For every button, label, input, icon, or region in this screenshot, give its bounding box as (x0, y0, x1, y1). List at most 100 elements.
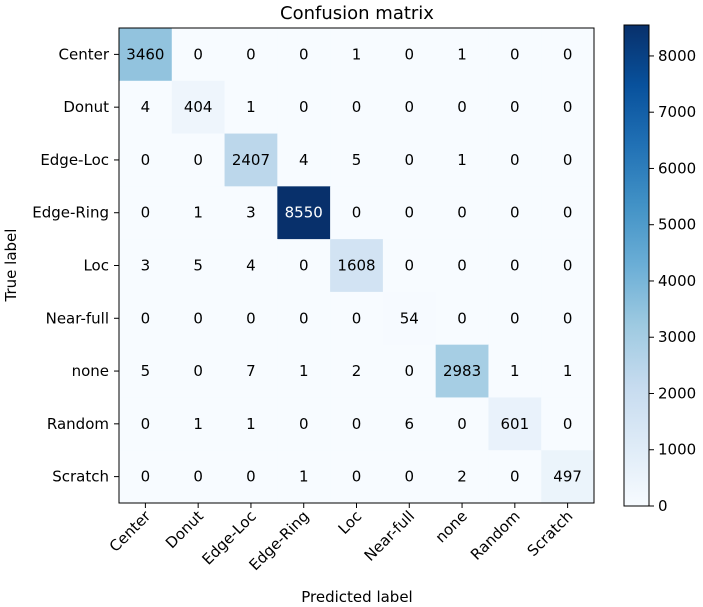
cell-value-label: 4 (141, 98, 151, 116)
colorbar (623, 24, 650, 507)
y-tick-label: Center (59, 45, 110, 63)
heatmap-cell (277, 133, 331, 187)
cell-value-label: 0 (299, 415, 309, 433)
cell-value-label: 0 (246, 468, 256, 486)
cell-value-label: 1 (299, 468, 309, 486)
cell-value-label: 2407 (232, 151, 270, 169)
colorbar-tick-label: 0 (658, 497, 668, 515)
heatmap-cell (541, 397, 595, 451)
y-tick-label: none (72, 362, 109, 380)
colorbar-tick-label: 4000 (658, 272, 696, 290)
cell-value-label: 1 (352, 45, 362, 63)
cell-value-label: 0 (141, 204, 151, 222)
cell-value-label: 0 (246, 45, 256, 63)
cell-value-label: 0 (405, 98, 415, 116)
heatmap-cell (435, 80, 489, 135)
heatmap-cell (541, 80, 595, 135)
cell-value-label: 0 (299, 257, 309, 275)
heatmap-cell (382, 28, 437, 82)
heatmap-cell (382, 133, 437, 187)
heatmap-cell (541, 186, 595, 240)
heatmap-cell (541, 450, 595, 504)
cell-value-label: 3 (141, 257, 151, 275)
heatmap-cell (435, 450, 489, 504)
heatmap-cell (119, 80, 173, 135)
cell-value-label: 0 (141, 151, 151, 169)
heatmap-cell (382, 239, 437, 293)
heatmap-cell (171, 239, 226, 293)
cell-value-label: 0 (563, 415, 573, 433)
colorbar-tick-label: 8000 (658, 47, 696, 65)
cell-value-label: 0 (405, 45, 415, 63)
heatmap-cell (224, 344, 278, 398)
heatmap-cell (171, 80, 226, 135)
cell-value-label: 4 (246, 257, 256, 275)
cell-value-label: 1 (457, 45, 467, 63)
heatmap-cell (277, 239, 331, 293)
cell-value-label: 0 (563, 257, 573, 275)
cell-value-label: 7 (246, 362, 256, 380)
heatmap-cell (171, 344, 226, 398)
x-tick-label: Random (467, 507, 524, 564)
colorbar-ticks: 0 1000 2000 3000 4000 5000 6000 7000 8000 (649, 47, 696, 515)
colorbar-tick-label: 5000 (658, 216, 696, 234)
heatmap-cell (330, 397, 384, 451)
heatmap-cell (330, 344, 384, 398)
cell-value-label: 0 (510, 309, 520, 327)
cell-value-label: 1 (193, 415, 203, 433)
cell-value-label: 5 (352, 151, 362, 169)
cell-value-label: 0 (457, 204, 467, 222)
heatmap-cell (330, 239, 384, 293)
cell-value-label: 0 (141, 468, 151, 486)
x-tick-label: Loc (335, 507, 366, 538)
heatmap-cell (330, 133, 384, 187)
cell-value-label: 1 (510, 362, 520, 380)
cell-value-label: 0 (510, 98, 520, 116)
heatmap-cell (224, 80, 278, 135)
cell-value-label: 5 (193, 257, 203, 275)
cell-value-label: 4 (299, 151, 309, 169)
heatmap-cell (382, 344, 437, 398)
cell-value-label: 1 (457, 151, 467, 169)
heatmap-cell (488, 397, 542, 451)
heatmap-cell (277, 450, 331, 504)
heatmap-cell (119, 239, 173, 293)
cell-value-label: 0 (457, 98, 467, 116)
heatmap-cell (119, 397, 173, 451)
heatmap-cell (224, 133, 278, 187)
heatmap-cell (171, 28, 226, 82)
heatmap-cell (541, 133, 595, 187)
heatmap-cell (382, 450, 437, 504)
heatmap-cell (224, 397, 278, 451)
cell-value-label: 0 (352, 98, 362, 116)
cell-value-label: 0 (510, 151, 520, 169)
heatmap-cell (277, 28, 331, 82)
heatmap-cell (382, 291, 437, 346)
cell-value-label: 1 (246, 98, 256, 116)
heatmap-cell (488, 28, 542, 82)
heatmap-cell (488, 80, 542, 135)
cell-value-label: 0 (457, 257, 467, 275)
y-tick-label: Loc (83, 257, 109, 275)
heatmap-cell (171, 186, 226, 240)
cell-value-label: 0 (352, 204, 362, 222)
colorbar-tick-label: 2000 (658, 384, 696, 402)
heatmap-cell (488, 133, 542, 187)
heatmap-cell (330, 80, 384, 135)
cell-value-label: 0 (405, 362, 415, 380)
y-tick-label: Edge-Loc (40, 151, 109, 169)
heatmap-cell (171, 397, 226, 451)
heatmap-cells (119, 28, 595, 504)
cell-value-label: 0 (563, 151, 573, 169)
cell-value-label: 0 (352, 415, 362, 433)
x-tick-label: Near-full (361, 507, 419, 565)
heatmap-cell (330, 291, 384, 346)
cell-value-label: 0 (405, 204, 415, 222)
heatmap-cell (488, 239, 542, 293)
y-tick-label: Donut (63, 98, 109, 116)
cell-value-label: 0 (193, 151, 203, 169)
y-axis-label: True label (2, 229, 20, 303)
heatmap-cell (171, 133, 226, 187)
x-axis-label: Predicted label (301, 588, 412, 606)
heatmap-cell (488, 344, 542, 398)
